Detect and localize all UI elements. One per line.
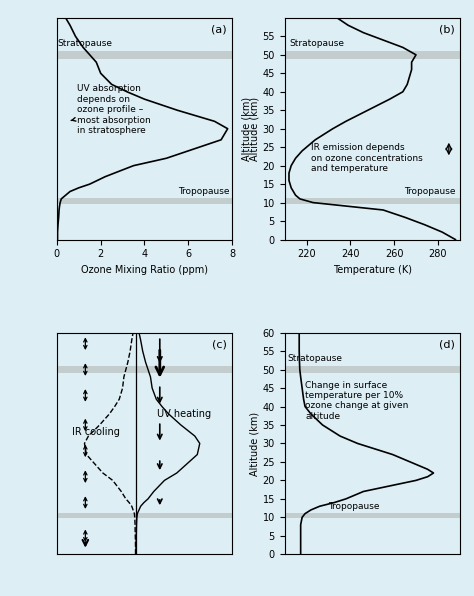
Text: Tropopause: Tropopause: [328, 501, 380, 511]
Text: Tropopause: Tropopause: [178, 187, 230, 195]
Y-axis label: Altitude (km): Altitude (km): [250, 97, 260, 161]
Text: (d): (d): [438, 339, 455, 349]
Bar: [284, 513, 460, 519]
Text: UV absorption
depends on
ozone profile –
most absorption
in stratosphere: UV absorption depends on ozone profile –…: [71, 85, 150, 135]
Bar: [284, 51, 460, 58]
Bar: [57, 513, 232, 519]
Text: (b): (b): [439, 24, 455, 35]
Text: Altitude (km): Altitude (km): [241, 97, 251, 161]
Bar: [284, 198, 460, 203]
Text: Stratopause: Stratopause: [288, 354, 343, 363]
Text: (a): (a): [211, 24, 227, 35]
Y-axis label: Altitude (km): Altitude (km): [250, 411, 260, 476]
X-axis label: Ozone Mixing Ratio (ppm): Ozone Mixing Ratio (ppm): [81, 265, 208, 275]
X-axis label: Temperature (K): Temperature (K): [333, 265, 412, 275]
Text: UV heating: UV heating: [157, 409, 211, 419]
Text: IR emission depends
on ozone concentrations
and temperature: IR emission depends on ozone concentrati…: [311, 144, 423, 173]
Text: Stratopause: Stratopause: [289, 39, 344, 48]
Text: Tropopause: Tropopause: [404, 187, 456, 195]
Text: IR cooling: IR cooling: [73, 427, 120, 437]
Text: (c): (c): [212, 339, 227, 349]
Bar: [57, 198, 232, 203]
Text: Stratopause: Stratopause: [57, 39, 112, 48]
Bar: [57, 51, 232, 58]
Bar: [57, 366, 232, 373]
Text: Change in surface
temperature per 10%
ozone change at given
altitude: Change in surface temperature per 10% oz…: [305, 381, 409, 421]
Bar: [284, 366, 460, 373]
